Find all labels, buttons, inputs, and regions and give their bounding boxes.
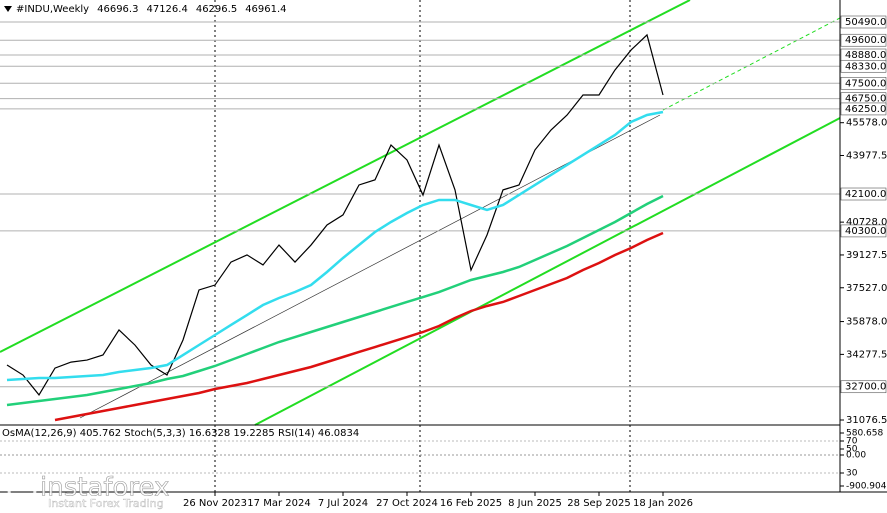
y-tick-label: 34277.5 <box>846 349 887 360</box>
osc-tick-label: -900.904 <box>846 482 887 492</box>
trend-line <box>79 114 661 419</box>
level-label: 32700.0 <box>845 382 886 393</box>
level-label-box <box>840 59 887 73</box>
channel <box>0 0 841 426</box>
osc-tick-label: 70 <box>846 437 858 447</box>
ohlc-value: 46296.5 <box>196 4 237 15</box>
x-tick-label: 18 Jan 2026 <box>633 498 693 509</box>
level-label: 50490.0 <box>845 17 886 28</box>
y-tick-label: 43977.5 <box>846 151 887 162</box>
channel-lower <box>254 117 841 426</box>
osc-tick-label: 30 <box>846 469 858 479</box>
level-label: 47500.0 <box>845 78 886 89</box>
x-tick-label: 7 Jul 2024 <box>318 498 368 509</box>
x-tick-label: 28 Sep 2025 <box>567 498 630 509</box>
level-label: 49600.0 <box>845 35 886 46</box>
logo-brand: instaforex <box>40 473 169 503</box>
logo: instaforex Instant Forex Trading <box>7 472 170 510</box>
series-line <box>6 194 664 407</box>
y-tick-label: 45578.0 <box>846 118 887 129</box>
level-label-box <box>840 33 887 47</box>
series-line <box>6 110 664 382</box>
level-label: 46750.0 <box>845 94 886 105</box>
y-tick-label: 35878.0 <box>846 317 887 328</box>
level-label-box <box>840 187 887 201</box>
logo-icon <box>7 475 37 505</box>
channel-extension <box>662 17 841 111</box>
y-tick-label: 37527.0 <box>846 283 887 294</box>
y-tick-label: 31076.5 <box>846 415 887 426</box>
symbol: #INDU,Weekly <box>16 4 89 15</box>
level-label-box <box>840 15 887 29</box>
chart-header: #INDU,Weekly 46696.3 47126.4 46296.5 46961.4 <box>16 4 287 15</box>
x-tick-label: 17 Mar 2024 <box>247 498 310 509</box>
series-line <box>54 231 664 422</box>
y-tick-label: 39127.5 <box>846 250 887 261</box>
osc-tick-label: 50 <box>846 445 858 455</box>
x-tick-label: 27 Oct 2024 <box>376 498 438 509</box>
level-label: 40300.0 <box>845 226 886 237</box>
ohlc-value: 46961.4 <box>245 4 286 15</box>
series-line <box>6 33 664 396</box>
level-label-box <box>840 76 887 90</box>
channel-upper <box>0 0 691 353</box>
level-label: 42100.0 <box>845 189 886 200</box>
x-tick-label: 8 Jun 2025 <box>508 498 562 509</box>
osc-tick-label: 580.658 <box>846 429 883 439</box>
level-label: 48880.0 <box>845 50 886 61</box>
series-lines <box>6 33 664 422</box>
level-label-box <box>840 224 887 238</box>
ohlc-value: 47126.4 <box>146 4 187 15</box>
logo-tagline: Instant Forex Trading <box>48 497 164 510</box>
osc-tick-label: 0.00 <box>846 451 866 461</box>
x-tick-label: 26 Nov 2023 <box>183 498 247 509</box>
x-tick-label: 16 Feb 2025 <box>440 498 502 509</box>
level-label-box <box>840 380 887 394</box>
menu-arrow[interactable] <box>4 6 12 12</box>
y-tick-label: 40728.0 <box>846 217 887 228</box>
levels: 45578.0 43977.5 40728.0 39127.5 37527.0 35878… <box>0 15 887 426</box>
ohlc-value: 46696.3 <box>97 4 138 15</box>
level-label: 48330.0 <box>845 61 886 72</box>
x-axis: 26 Nov 2023 17 Mar 2024 7 Jul 2024 27 Oct 2… <box>183 492 693 509</box>
level-label-box <box>840 102 887 116</box>
level-label: 46250.0 <box>845 104 886 115</box>
indicator-label: OsMA(12,26,9) 405.762 Stoch(5,3,3) 16.63… <box>2 428 359 439</box>
period-separators <box>214 0 631 492</box>
